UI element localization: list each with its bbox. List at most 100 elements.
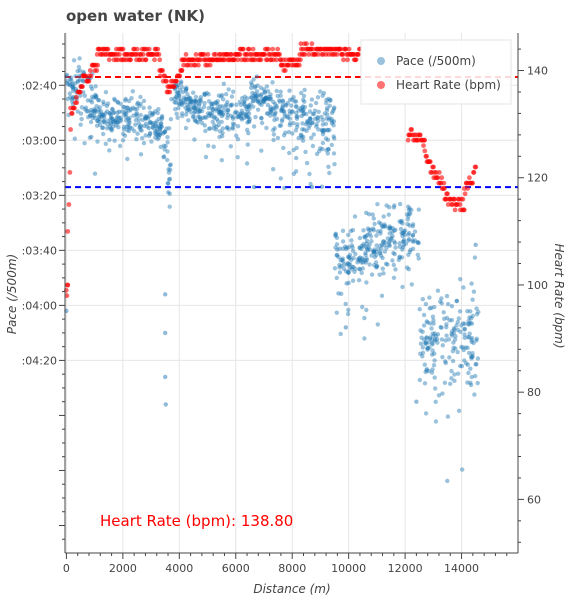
pace-point xyxy=(138,127,143,132)
heart-rate-point xyxy=(424,153,429,159)
pace-point xyxy=(419,335,424,340)
pace-point xyxy=(197,101,202,106)
pace-point xyxy=(95,139,100,144)
pace-point xyxy=(374,243,379,248)
pace-point xyxy=(357,245,362,251)
pace-point xyxy=(252,84,258,89)
pace-point xyxy=(179,101,184,106)
pace-point xyxy=(225,108,231,113)
pace-point xyxy=(154,127,160,132)
pace-point xyxy=(407,249,412,255)
heart-rate-point xyxy=(439,175,445,181)
pace-point xyxy=(188,96,193,101)
pace-point xyxy=(105,118,111,124)
pace-point xyxy=(67,82,73,88)
pace-point xyxy=(430,341,435,346)
pace-point xyxy=(397,244,402,249)
pace-point xyxy=(330,119,335,124)
pace-point xyxy=(90,94,95,100)
pace-point xyxy=(168,117,174,122)
pace-point xyxy=(446,337,452,342)
pace-point xyxy=(255,107,261,112)
pace-point xyxy=(264,84,270,89)
pace-point xyxy=(359,260,364,265)
pace-point xyxy=(324,100,329,106)
chart-title: open water (NK) xyxy=(66,7,205,25)
pace-point xyxy=(143,121,149,126)
pace-point xyxy=(385,236,390,241)
pace-point xyxy=(393,245,398,250)
pace-point xyxy=(307,171,312,177)
pace-point xyxy=(349,257,354,262)
pace-point xyxy=(287,108,292,114)
heart-rate-point xyxy=(65,229,71,234)
pace-point xyxy=(433,399,438,404)
pace-point xyxy=(376,246,381,252)
pace-point xyxy=(184,112,189,117)
pace-point xyxy=(423,341,428,346)
pace-point xyxy=(454,323,459,328)
heart-rate-point xyxy=(143,57,149,63)
pace-point xyxy=(289,103,294,108)
pace-point xyxy=(187,99,192,105)
pace-point xyxy=(248,102,253,107)
pace-point xyxy=(206,143,211,148)
legend[interactable]: Pace (/500m) Heart Rate (bpm) xyxy=(360,39,512,105)
pace-point xyxy=(158,121,164,126)
pace-point xyxy=(71,58,77,63)
pace-point xyxy=(397,219,402,224)
pace-point xyxy=(372,221,377,227)
pace-point xyxy=(458,363,463,369)
pace-point xyxy=(175,115,180,120)
pace-point xyxy=(316,109,321,115)
pace-point xyxy=(279,106,284,112)
heart-rate-point xyxy=(67,170,73,175)
pace-point xyxy=(475,380,480,386)
pace-point xyxy=(329,121,335,126)
pace-point xyxy=(315,95,321,100)
pace-point xyxy=(359,256,365,261)
heart-rate-point xyxy=(120,46,126,52)
pace-point xyxy=(250,90,255,96)
pace-point xyxy=(427,295,432,300)
heart-rate-point xyxy=(196,62,201,68)
pace-point xyxy=(176,91,181,96)
pace-point xyxy=(441,310,446,315)
pace-point xyxy=(382,243,387,248)
pace-point xyxy=(109,121,114,127)
pace-point xyxy=(154,132,159,137)
pace-point xyxy=(390,229,395,235)
pace-point xyxy=(235,124,241,129)
pace-point xyxy=(209,104,214,110)
pace-point xyxy=(304,128,309,133)
pace-point xyxy=(340,259,346,264)
pace-point xyxy=(440,354,445,360)
pace-point xyxy=(167,126,172,131)
pace-point xyxy=(188,97,194,103)
heart-rate-point xyxy=(237,52,243,57)
pace-point xyxy=(425,320,430,325)
pace-point xyxy=(397,254,402,259)
pace-point xyxy=(225,115,230,121)
pace-point xyxy=(364,244,369,250)
pace-point xyxy=(130,89,135,94)
pace-point xyxy=(262,90,267,95)
pace-point xyxy=(247,117,252,122)
pace-point xyxy=(445,414,451,419)
pace-point xyxy=(302,99,307,104)
pace-point xyxy=(99,113,105,118)
pace-point xyxy=(265,94,271,100)
pace-point xyxy=(244,104,249,110)
pace-point xyxy=(138,112,143,118)
pace-point xyxy=(360,266,365,271)
pace-point xyxy=(251,184,257,190)
pace-point xyxy=(344,245,349,250)
pace-point xyxy=(386,212,391,217)
pace-point xyxy=(344,262,350,267)
pace-point xyxy=(300,105,305,110)
pace-point xyxy=(221,112,226,117)
pace-point xyxy=(465,345,470,350)
pace-point xyxy=(193,99,199,104)
pace-point xyxy=(134,112,139,117)
pace-point xyxy=(359,243,364,249)
